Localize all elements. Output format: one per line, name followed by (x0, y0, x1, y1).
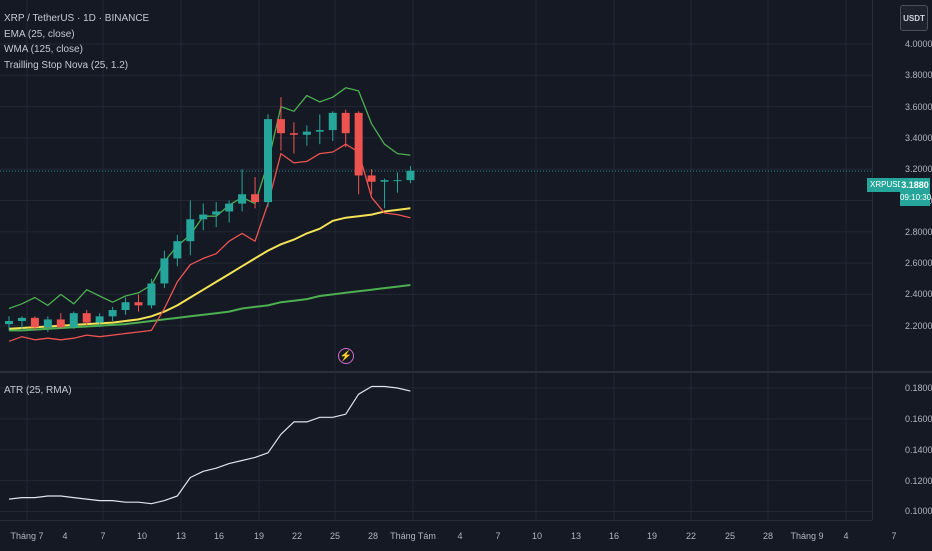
price-tick-label: 3.2000 (905, 164, 932, 175)
time-tick-label: 7 (891, 531, 897, 541)
price-tick-label: 2.6000 (905, 258, 932, 269)
time-tick-label: 25 (724, 531, 736, 541)
time-tick-label: 7 (100, 531, 106, 541)
candle-body (199, 214, 208, 220)
candle-body (354, 112, 363, 176)
wma-legend[interactable]: WMA (125, close) (4, 44, 83, 55)
candle-body (30, 317, 39, 328)
current-price-tag: 3.1880 09:10:30 (900, 178, 932, 206)
time-tick-label: 22 (685, 531, 697, 541)
price-tick-label: 3.4000 (905, 132, 932, 143)
candle-body (302, 131, 311, 135)
candle-body (238, 194, 247, 204)
candle-body (56, 319, 65, 328)
candle-body (69, 313, 78, 328)
time-axis[interactable]: Tháng 7 4 7 10 13 16 19 22 25 28 Tháng Tám 4 7 10 13 16… (0, 520, 897, 551)
candle-body (95, 316, 104, 323)
trailing-stop-lower-line (8, 143, 411, 342)
atr-tick-label: 0.1600 (905, 413, 932, 424)
time-tick-label: Tháng 7 (10, 531, 44, 541)
time-tick-label: 19 (253, 531, 265, 541)
candle-body (328, 112, 337, 131)
candle-body (264, 119, 272, 203)
time-tick-label: 28 (762, 531, 774, 541)
candle-body (121, 302, 130, 311)
atr-line (8, 385, 411, 505)
current-price: 3.1880 (901, 180, 929, 190)
pane-divider[interactable] (0, 371, 932, 373)
price-tick-label: 4.0000 (905, 39, 932, 49)
candle-body (173, 241, 182, 259)
candle-body (134, 302, 143, 306)
time-tick-label: 16 (213, 531, 225, 541)
candle-body (108, 310, 117, 317)
candle-body (147, 283, 156, 306)
trailing-stop-upper-line (8, 87, 411, 310)
time-tick-label: 19 (646, 531, 658, 541)
ema-legend[interactable]: EMA (25, close) (4, 28, 75, 40)
candle-body (406, 170, 415, 181)
atr-tick-label: 0.1800 (905, 383, 932, 393)
time-tick-label: 10 (531, 531, 543, 541)
candle-body (43, 319, 52, 328)
currency-button[interactable]: USDT (900, 5, 928, 31)
candle-body (367, 175, 376, 182)
chart-legend: XRP / TetherUS · 1D · BINANCE EMA (25, c… (4, 11, 149, 73)
atr-tick-label: 0.1000 (905, 506, 932, 517)
time-tick-label: 10 (136, 531, 148, 541)
ema-line (8, 207, 411, 330)
price-axis[interactable]: USDT 4.00003.80003.60003.40003.20003.000… (872, 0, 932, 520)
candle-body (393, 180, 402, 182)
price-tick-label: 2.8000 (905, 226, 932, 237)
time-tick-label: Tháng 9 (790, 531, 824, 541)
candle-body (315, 130, 324, 132)
time-tick-label: 4 (457, 531, 463, 541)
candle-body (251, 194, 260, 203)
price-pane[interactable] (5, 87, 415, 342)
price-tick-label: 3.8000 (905, 70, 932, 81)
candle-body (289, 133, 298, 135)
time-tick-label: 13 (570, 531, 582, 541)
bar-countdown: 09:10:30 (900, 193, 932, 202)
time-tick-label: 28 (367, 531, 379, 541)
candle-body (186, 219, 195, 242)
candle-body (276, 119, 285, 134)
time-tick-label: 13 (175, 531, 187, 541)
candle-body (5, 321, 13, 325)
candle-body (82, 313, 91, 323)
wma-line (9, 284, 411, 332)
candle-body (380, 180, 389, 182)
candle-body (225, 203, 234, 212)
time-tick-label: Tháng Tám (390, 531, 436, 541)
price-tick-label: 3.6000 (905, 101, 932, 112)
time-tick-label: 4 (843, 531, 849, 541)
candle-body (341, 112, 350, 134)
price-tick-label: 2.2000 (905, 320, 932, 331)
time-tick-label: 22 (291, 531, 303, 541)
time-tick-label: 16 (608, 531, 620, 541)
symbol-legend[interactable]: XRP / TetherUS · 1D · BINANCE (4, 13, 150, 24)
time-tick-label: 7 (495, 531, 501, 541)
time-tick-label: 25 (329, 531, 341, 541)
time-tick-label: 4 (62, 531, 68, 541)
atr-legend[interactable]: ATR (25, RMA) (4, 385, 72, 396)
trailing-stop-legend[interactable]: Trailling Stop Nova (25, 1.2) (4, 59, 129, 71)
lightning-bolt-icon[interactable]: ⚡ (338, 348, 354, 364)
candle-body (17, 317, 26, 322)
atr-tick-label: 0.1200 (905, 475, 932, 486)
candle-body (160, 258, 169, 284)
atr-tick-label: 0.1400 (905, 444, 932, 455)
price-tick-label: 2.4000 (905, 289, 932, 300)
candle-body (212, 211, 221, 215)
